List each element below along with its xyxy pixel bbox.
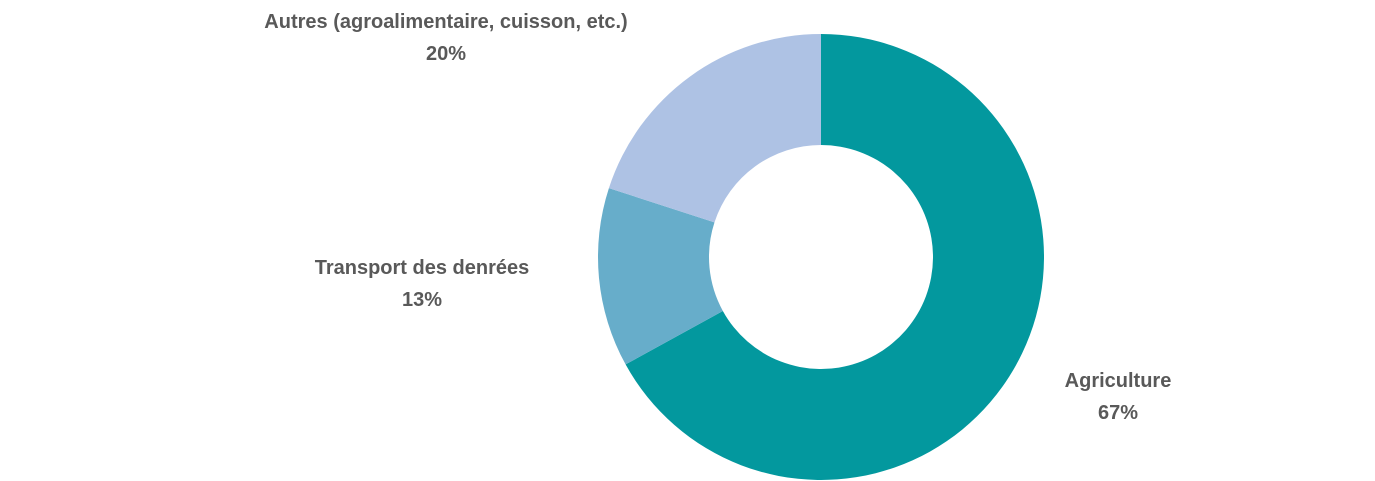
slice-value-agriculture: 67% bbox=[1098, 402, 1138, 424]
slice-autres bbox=[608, 34, 821, 223]
slice-label-transport: Transport des denrées bbox=[315, 257, 530, 279]
slice-value-transport: 13% bbox=[402, 289, 442, 311]
slice-agriculture bbox=[625, 34, 1044, 480]
slice-label-autres: Autres (agroalimentaire, cuisson, etc.) bbox=[264, 11, 627, 33]
slice-label-agriculture: Agriculture bbox=[1065, 370, 1172, 392]
slice-transport bbox=[598, 188, 723, 365]
slice-value-autres: 20% bbox=[426, 43, 466, 65]
donut-slices bbox=[598, 34, 1044, 480]
